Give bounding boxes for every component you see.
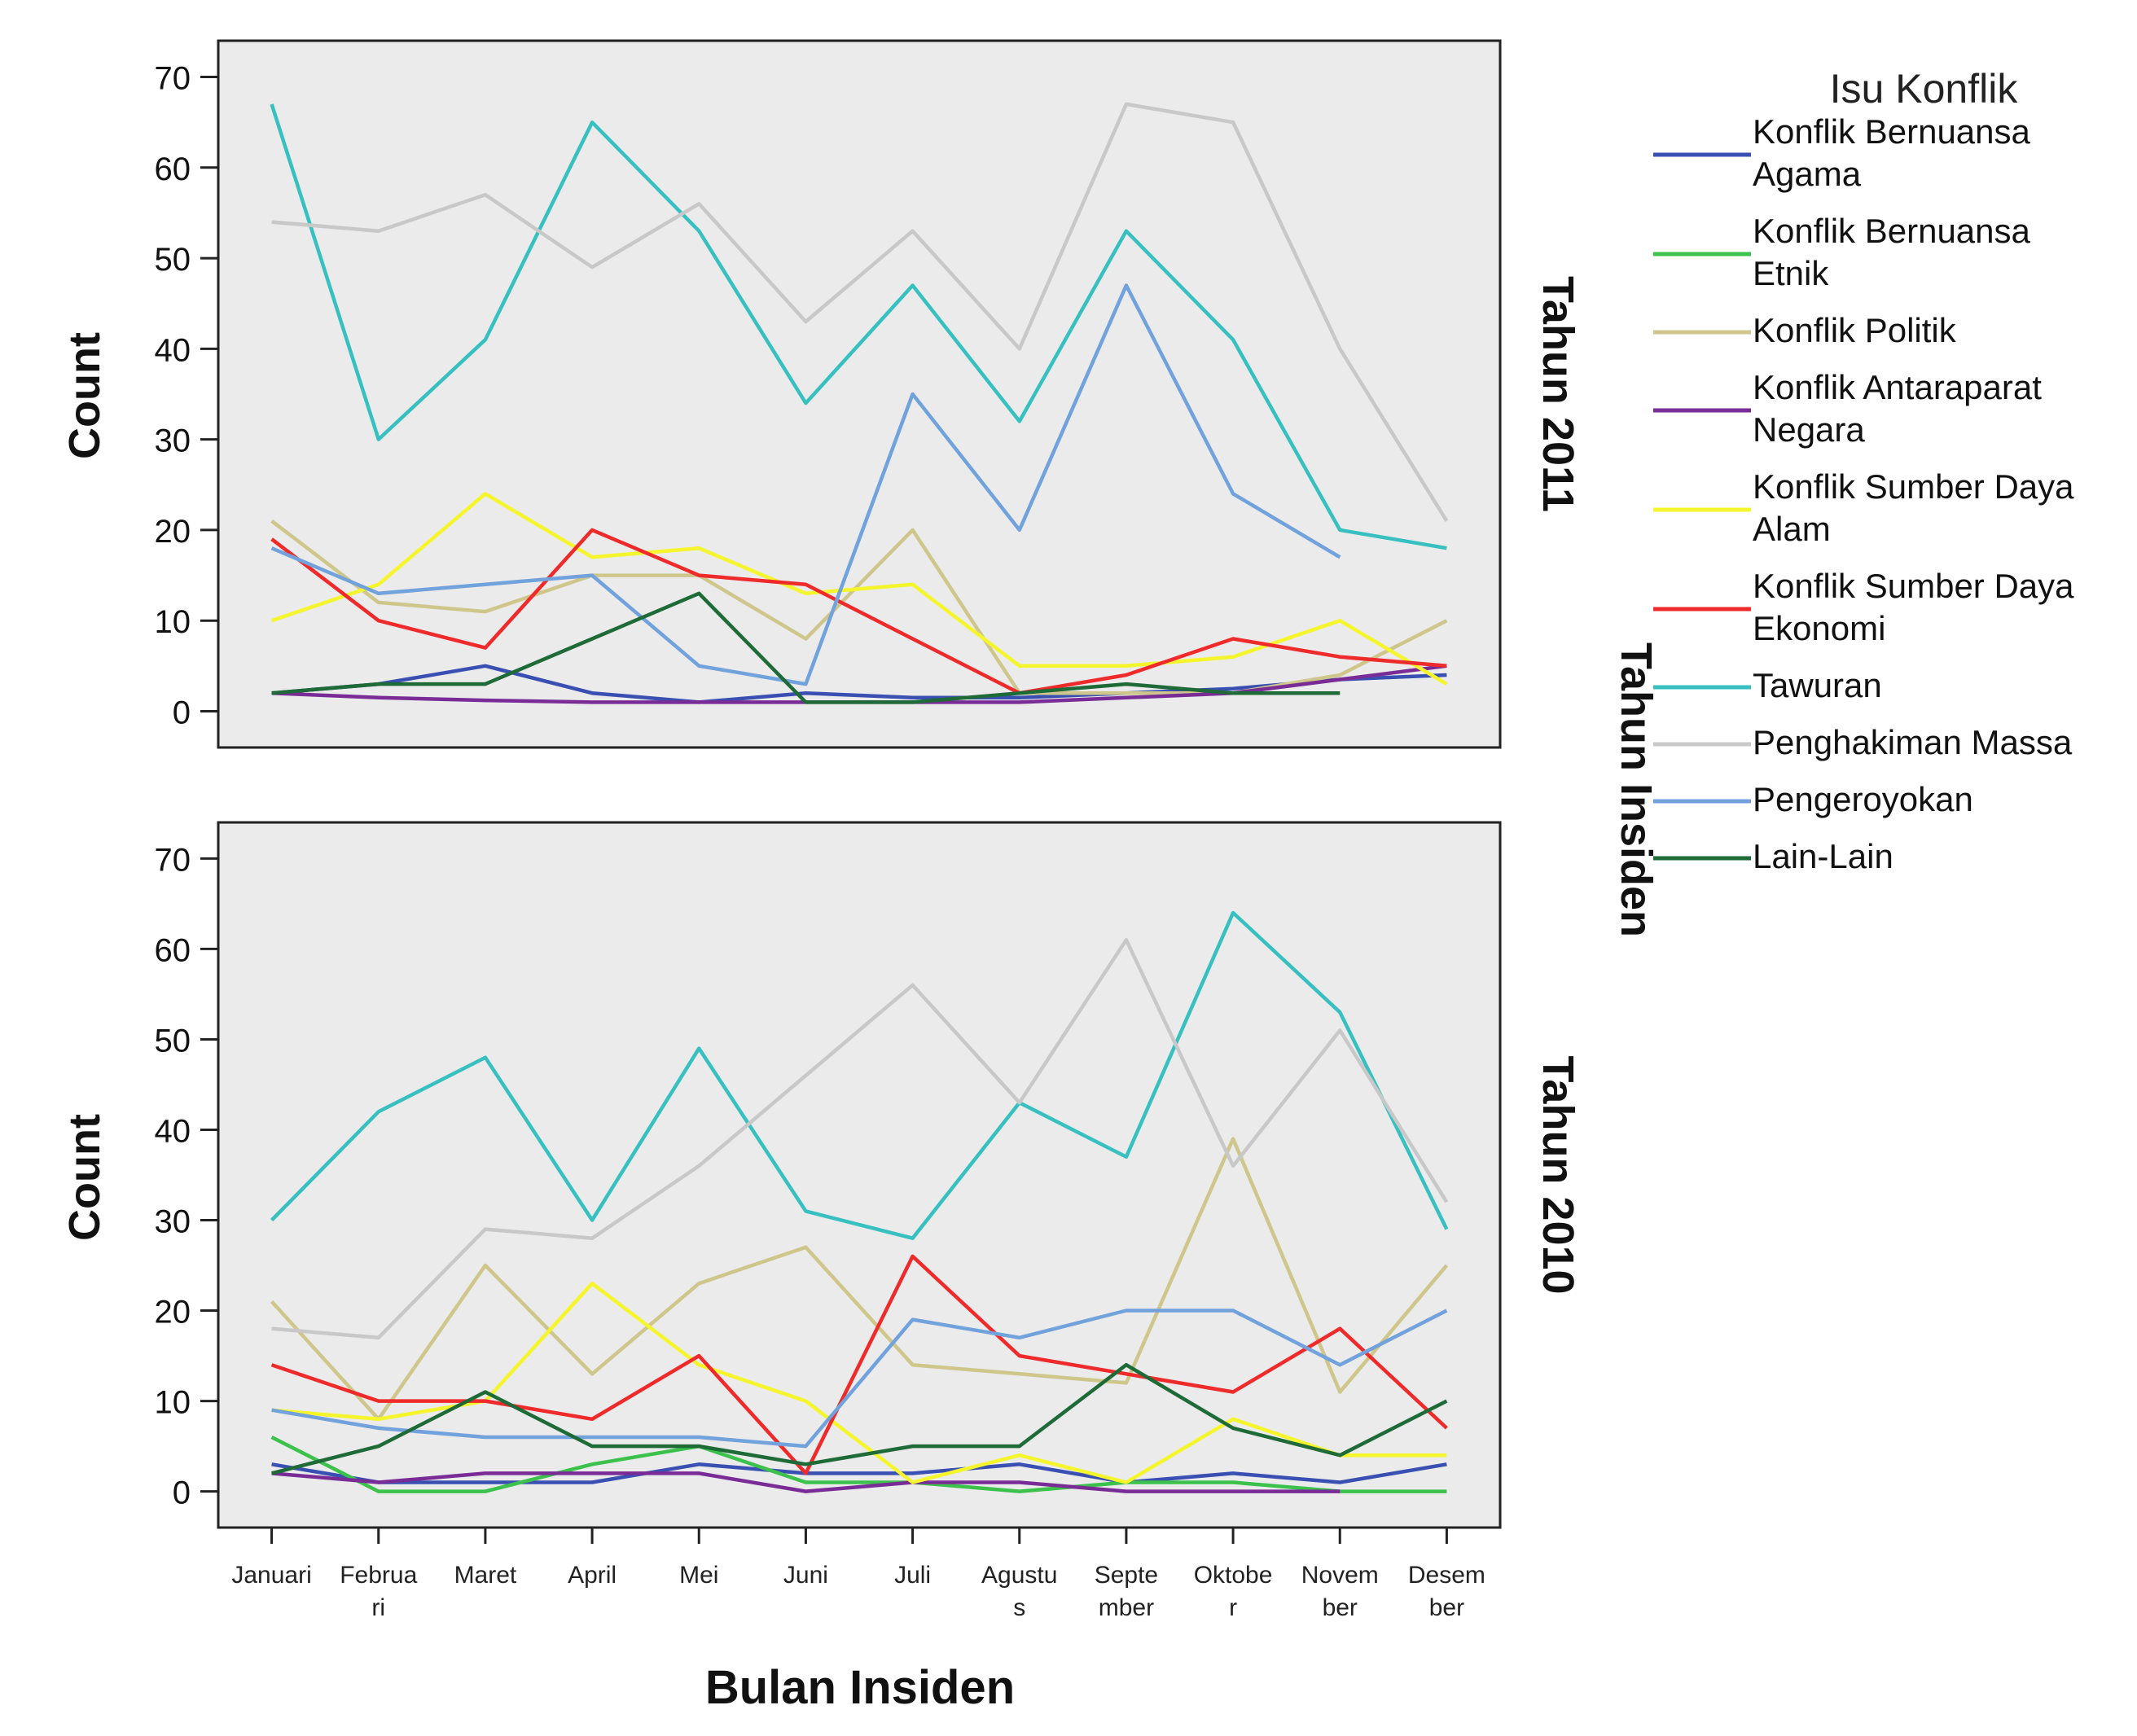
legend-entry: Konflik Politik (1653, 311, 1957, 349)
series-line-pengeroyokan (270, 283, 1341, 686)
y-tick-label: 20 (155, 1295, 191, 1330)
x-tick-label: r (1229, 1594, 1237, 1621)
legend-label: Konflik Sumber Daya (1753, 567, 2074, 605)
facet-title: Tahun Insiden (1612, 642, 1661, 937)
legend-label: Alam (1753, 510, 1831, 548)
legend-entry: Konflik Bernuansa Etnik (1653, 212, 2031, 292)
y-tick-label: 50 (155, 242, 191, 278)
y-tick-label: 50 (155, 1023, 191, 1059)
x-tick-label: Septe (1095, 1562, 1158, 1589)
legend-label: Konflik Politik (1753, 311, 1957, 349)
x-tick-label: Januari (231, 1562, 311, 1589)
x-tick-label: Mei (679, 1562, 718, 1589)
series-line-konflik-sumber-daya-alam (270, 492, 1448, 686)
x-tick-label: April (568, 1562, 617, 1589)
y-tick-label: 70 (155, 61, 191, 97)
series-line-lain-lain (271, 591, 1341, 704)
y-tick-label: 10 (155, 1385, 191, 1421)
y-tick-label: 70 (155, 842, 191, 878)
series-line-konflik-antaraparat-negara (271, 1471, 1341, 1493)
legend-label: Negara (1753, 410, 1865, 449)
x-axis: Januari Februa ri Maret April Mei Juni Juli Agus… (231, 1528, 1485, 1621)
legend-label: Penghakiman Massa (1753, 723, 2073, 761)
facet-label: Tahun 2011 (1534, 276, 1582, 512)
legend-entry: Konflik Bernuansa Agama (1653, 112, 2031, 193)
legend-label: Konflik Sumber Daya (1753, 467, 2074, 506)
x-tick-label: s (1013, 1594, 1025, 1621)
x-tick-label: Maret (454, 1562, 517, 1589)
x-tick-label: Oktobe (1194, 1562, 1273, 1589)
legend-entry: Tawuran (1653, 666, 1882, 704)
legend-label: Agama (1753, 155, 1862, 193)
series-line-konflik-sumber-daya-ekonomi (270, 528, 1447, 695)
y-tick-label: 60 (155, 932, 191, 968)
y-tick-label: 30 (155, 1204, 191, 1240)
series-line-konflik-bernuansa-etnik (270, 1435, 1447, 1493)
y-axis-title-bottom: Count (60, 1114, 109, 1241)
y-tick-label: 0 (173, 1475, 191, 1511)
legend-entry: Konflik Antaraparat Negara (1653, 368, 2042, 449)
legend-label: Ekonomi (1753, 609, 1885, 647)
x-tick-label: Agustu (981, 1562, 1057, 1589)
x-tick-label: ber (1429, 1594, 1464, 1621)
y-tick-label: 40 (155, 1113, 191, 1149)
legend-entry: Penghakiman Massa (1653, 723, 2073, 761)
series-line-penghakiman-massa (271, 102, 1449, 522)
y-tick-label: 10 (155, 604, 191, 640)
legend-label: Konflik Antaraparat (1753, 368, 2042, 406)
legend-label: Lain-Lain (1753, 837, 1893, 875)
series-line-konflik-sumber-daya-alam (271, 1281, 1447, 1484)
series-line-penghakiman-massa (271, 938, 1449, 1340)
y-tick-label: 20 (155, 514, 191, 550)
legend-label: Konflik Bernuansa (1753, 212, 2031, 250)
legend-label: Pengeroyokan (1753, 780, 1973, 818)
legend-label: Tawuran (1753, 666, 1882, 704)
y-tick-label: 0 (173, 695, 191, 730)
y-tick-label: 30 (155, 423, 191, 459)
panel-1: 0 10 20 30 40 50 60 70 Tahun 2010 (155, 821, 1582, 1529)
x-tick-label: mber (1099, 1594, 1154, 1621)
series-line-tawuran (270, 103, 1447, 550)
x-tick-label: ri (371, 1594, 385, 1621)
plot-area (217, 39, 1502, 749)
y-axis-title-top: Count (60, 332, 109, 459)
series-line-konflik-bernuansa-agama (271, 664, 1447, 704)
plot-area (217, 821, 1502, 1529)
legend-label: Etnik (1753, 254, 1829, 292)
series-line-tawuran (270, 910, 1449, 1240)
x-tick-label: Juni (783, 1562, 828, 1589)
legend-entry: Konflik Sumber Daya Alam (1653, 467, 2074, 548)
y-tick-label: 60 (155, 151, 191, 187)
x-tick-label: Juli (894, 1562, 931, 1589)
x-tick-label: Februa (340, 1562, 417, 1589)
legend-entry: Lain-Lain (1653, 837, 1893, 875)
legend-title: Isu Konflik (1830, 66, 2019, 112)
facet-label: Tahun 2010 (1534, 1055, 1582, 1294)
series-line-konflik-bernuansa-agama (271, 1462, 1447, 1484)
x-tick-label: Desem (1408, 1562, 1485, 1589)
series-line-konflik-politik (270, 1137, 1449, 1422)
y-tick-label: 40 (155, 332, 191, 368)
x-tick-label: ber (1323, 1594, 1358, 1621)
legend-entry: Pengeroyokan (1653, 780, 1973, 818)
x-axis-title: Bulan Insiden (705, 1661, 1015, 1714)
series-line-pengeroyokan (271, 1309, 1448, 1449)
x-tick-label: Novem (1301, 1562, 1379, 1589)
legend-entry: Konflik Sumber Daya Ekonomi (1653, 567, 2074, 647)
legend-label: Konflik Bernuansa (1753, 112, 2031, 151)
panel-0: 0 10 20 30 40 50 60 70 Tahun 2011 (155, 39, 1582, 749)
series-line-lain-lain (271, 1362, 1448, 1475)
